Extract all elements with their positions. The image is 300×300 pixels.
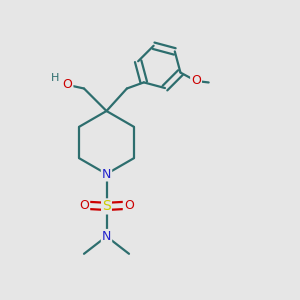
Text: N: N bbox=[102, 167, 111, 181]
Text: N: N bbox=[102, 230, 111, 243]
Text: O: O bbox=[124, 199, 134, 212]
Text: S: S bbox=[102, 200, 111, 213]
Text: H: H bbox=[51, 73, 60, 83]
Text: O: O bbox=[80, 199, 89, 212]
Text: O: O bbox=[191, 74, 201, 88]
Text: O: O bbox=[63, 78, 72, 92]
